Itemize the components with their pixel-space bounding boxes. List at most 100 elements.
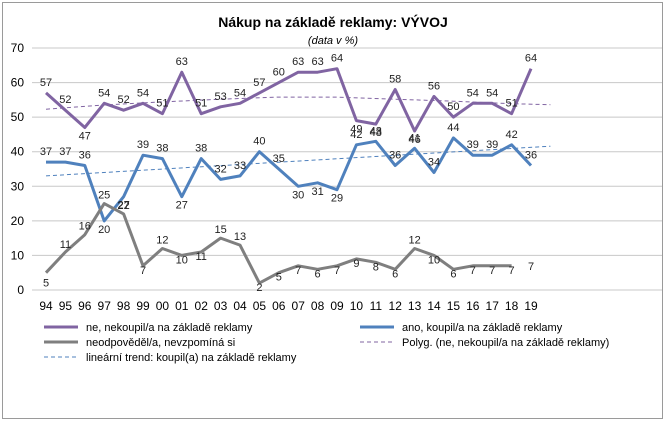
data-label: 49 — [350, 124, 362, 136]
data-label: 11 — [60, 239, 71, 251]
data-label: 30 — [292, 189, 304, 201]
x-tick-label: 13 — [408, 299, 422, 313]
legend-entry: lineární trend: koupil(a) na základě rek… — [44, 352, 297, 364]
data-label: 29 — [331, 193, 343, 205]
x-tick-label: 12 — [389, 299, 403, 313]
data-label: 38 — [195, 143, 207, 155]
data-label: 42 — [350, 129, 362, 141]
x-tick-label: 18 — [505, 299, 519, 313]
data-label: 51 — [505, 98, 517, 110]
legend-label: neodpověděl/a, nevzpomíná si — [86, 337, 235, 349]
data-label: 7 — [489, 265, 495, 277]
data-label: 52 — [117, 94, 129, 106]
legend-entry: neodpověděl/a, nevzpomíná si — [44, 337, 235, 349]
data-label: 41 — [408, 132, 420, 144]
x-tick-label: 09 — [330, 299, 344, 313]
y-axis-ticks: 0 10 20 30 40 50 60 70 — [11, 41, 25, 297]
x-tick-label: 96 — [78, 299, 92, 313]
data-label: 37 — [59, 146, 71, 158]
data-label: 34 — [428, 156, 440, 168]
data-label: 20 — [98, 224, 110, 236]
data-label: 12 — [408, 235, 420, 247]
y-tick-label: 60 — [11, 76, 25, 90]
data-label: 64 — [331, 53, 343, 65]
trend-line — [45, 145, 551, 177]
x-tick-label: 04 — [233, 299, 247, 313]
y-tick-label: 40 — [11, 145, 25, 159]
data-label: 54 — [137, 87, 149, 99]
legend-entry: ne, nekoupil/a na základě reklamy — [44, 322, 253, 334]
data-label: 7 — [528, 261, 534, 273]
data-label: 63 — [292, 56, 304, 68]
x-tick-label: 01 — [175, 299, 189, 313]
data-label: 5 — [276, 272, 282, 284]
data-label: 58 — [389, 73, 401, 85]
x-tick-label: 15 — [447, 299, 461, 313]
trend-line — [45, 96, 551, 110]
x-tick-label: 95 — [59, 299, 73, 313]
data-label: 38 — [156, 143, 168, 155]
series-line — [44, 202, 512, 285]
data-label: 54 — [234, 87, 246, 99]
data-label: 12 — [156, 235, 168, 247]
x-tick-label: 99 — [136, 299, 150, 313]
data-label: 40 — [253, 136, 265, 148]
legend-label: ne, nekoupil/a na základě reklamy — [86, 322, 253, 334]
data-label: 16 — [79, 221, 91, 233]
data-label: 6 — [450, 268, 456, 280]
data-label: 5 — [43, 278, 49, 290]
data-label: 13 — [234, 231, 246, 243]
data-label: 42 — [505, 129, 517, 141]
series-line — [45, 67, 533, 133]
legend: ne, nekoupil/a na základě reklamy ano, ko… — [44, 322, 609, 364]
data-label: 37 — [40, 146, 52, 158]
data-label: 57 — [253, 77, 265, 89]
data-label: 54 — [467, 87, 479, 99]
x-tick-label: 10 — [350, 299, 364, 313]
data-label: 51 — [195, 98, 207, 110]
data-label: 35 — [273, 153, 285, 165]
legend-label: lineární trend: koupil(a) na základě rek… — [86, 352, 297, 364]
chart-title: Nákup na základě reklamy: VÝVOJ — [218, 13, 448, 30]
x-tick-label: 16 — [466, 299, 480, 313]
data-label: 50 — [447, 101, 459, 113]
y-tick-label: 0 — [17, 283, 24, 297]
data-label: 57 — [40, 77, 52, 89]
data-label: 63 — [176, 56, 188, 68]
x-tick-label: 06 — [272, 299, 286, 313]
data-label: 36 — [525, 150, 537, 162]
data-label: 6 — [392, 268, 398, 280]
x-tick-label: 17 — [486, 299, 500, 313]
x-tick-label: 08 — [311, 299, 325, 313]
data-label: 52 — [59, 94, 71, 106]
data-label: 8 — [373, 261, 379, 273]
x-tick-label: 03 — [214, 299, 228, 313]
legend-label: ano, koupil/a na základě reklamy — [402, 322, 563, 334]
series-line — [46, 136, 533, 223]
data-label: 9 — [353, 258, 359, 270]
data-label: 7 — [470, 265, 476, 277]
data-label: 27 — [176, 200, 188, 212]
data-label: 54 — [486, 87, 498, 99]
data-label: 10 — [428, 254, 440, 266]
y-tick-label: 70 — [11, 41, 25, 55]
series-lines — [44, 67, 551, 285]
x-tick-label: 02 — [195, 299, 209, 313]
data-label: 2 — [256, 282, 262, 294]
data-label: 39 — [137, 139, 149, 151]
data-label: 47 — [79, 131, 91, 143]
data-label: 54 — [98, 87, 110, 99]
y-tick-label: 50 — [11, 110, 25, 124]
data-label: 63 — [311, 56, 323, 68]
data-label: 43 — [370, 125, 382, 137]
y-tick-label: 20 — [11, 214, 25, 228]
y-tick-label: 10 — [11, 248, 25, 262]
data-label: 7 — [334, 265, 340, 277]
data-label: 7 — [140, 265, 146, 277]
x-tick-label: 14 — [427, 299, 441, 313]
x-tick-label: 11 — [370, 299, 383, 313]
x-tick-label: 19 — [524, 299, 538, 313]
data-label: 6 — [315, 268, 321, 280]
